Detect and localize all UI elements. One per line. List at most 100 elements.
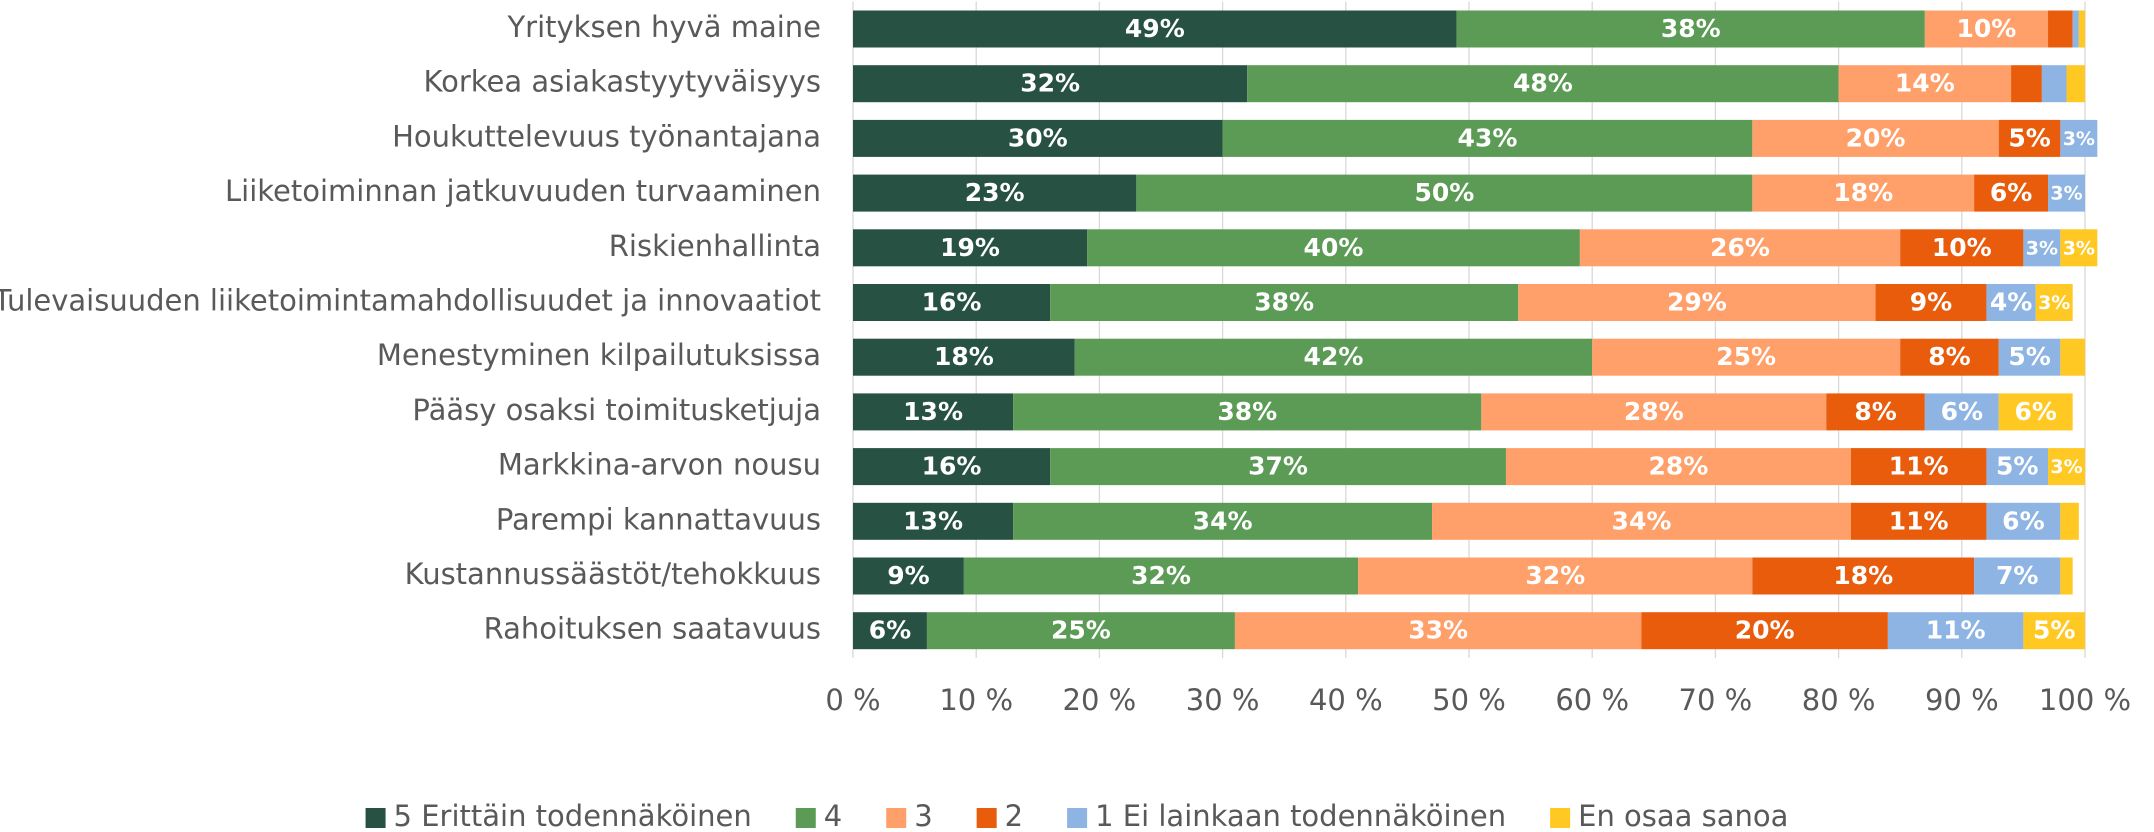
x-tick-label: 70 % [1679, 683, 1753, 717]
data-label: 6% [1990, 178, 2032, 207]
data-label: 25% [1716, 342, 1776, 371]
bar-segment [1432, 502, 1851, 540]
data-label: 6% [869, 616, 911, 645]
bar-segment [1998, 119, 2061, 157]
data-label: 3% [2050, 456, 2082, 478]
data-label: 43% [1458, 123, 1518, 152]
bar-segment [1013, 393, 1482, 431]
legend-label: 4 [824, 799, 842, 832]
data-label: 18% [1833, 561, 1893, 590]
data-label: 16% [922, 452, 982, 481]
data-label: 48% [1513, 69, 1573, 98]
data-label: 40% [1304, 233, 1364, 262]
bar-segment [2023, 612, 2085, 650]
data-label: 32% [1131, 561, 1191, 590]
bar-segment [2048, 174, 2085, 212]
bar-segment [1247, 65, 1839, 103]
bar-segment [1986, 284, 2036, 321]
bar-segment [1974, 174, 2049, 212]
x-tick-label: 30 % [1186, 683, 1260, 717]
x-tick-label: 100 % [2039, 683, 2131, 717]
data-label: 5% [2033, 616, 2075, 645]
bar-segment [1050, 448, 1506, 486]
legend-label: En osaa sanoa [1578, 799, 1788, 832]
data-label: 16% [922, 288, 982, 317]
bar-segment [2048, 448, 2085, 486]
data-label: 38% [1661, 14, 1721, 43]
data-label: 26% [1710, 233, 1770, 262]
data-label: 8% [1928, 342, 1970, 371]
bar-segment [1826, 393, 1925, 431]
data-label: 11% [1889, 452, 1949, 481]
data-label: 3% [2038, 292, 2070, 314]
data-label: 3% [2050, 183, 2082, 205]
bar-segment [1986, 448, 2049, 486]
data-label: 37% [1248, 452, 1308, 481]
category-label: Markkina-arvon nousu [498, 448, 821, 482]
bar-segment [1592, 338, 1901, 376]
category-label: Yrityksen hyvä maine [506, 10, 821, 44]
data-label: 6% [1941, 397, 1983, 426]
data-label: 23% [965, 178, 1025, 207]
legend-swatch [886, 808, 907, 828]
data-label: 33% [1408, 616, 1468, 645]
bar-segment [2078, 10, 2085, 48]
data-label: 38% [1254, 288, 1314, 317]
bar-segment [1481, 393, 1827, 431]
data-label: 6% [2014, 397, 2056, 426]
data-label: 10% [1957, 14, 2017, 43]
data-label: 30% [1008, 123, 1068, 152]
x-tick-label: 50 % [1432, 683, 1506, 717]
category-label: Pääsy osaksi toimitusketjuja [412, 393, 821, 427]
legend-swatch [1550, 808, 1571, 828]
category-label: Liiketoiminnan jatkuvuuden turvaaminen [225, 174, 821, 208]
bar-segment [2066, 65, 2085, 103]
bar-segment [2035, 284, 2073, 321]
x-tick-label: 0 % [825, 683, 880, 717]
bar-segment [853, 338, 1075, 376]
x-tick-label: 90 % [1925, 683, 1999, 717]
data-label: 19% [940, 233, 1000, 262]
category-label: Houkuttelevuus työnantajana [392, 119, 821, 153]
bar-segment [1579, 229, 1901, 267]
bar-segment [1752, 174, 1975, 212]
data-label: 20% [1735, 616, 1795, 645]
data-label: 18% [934, 342, 994, 371]
bar-segment [853, 174, 1137, 212]
bar-segment [2060, 338, 2085, 376]
category-label: Tulevaisuuden liiketoimintamahdollisuude… [0, 284, 821, 318]
data-label: 11% [1889, 506, 1949, 535]
bar-segment [1838, 65, 2012, 103]
x-tick-label: 60 % [1555, 683, 1629, 717]
bar-segment [1900, 338, 1999, 376]
bar-segment [853, 448, 1051, 486]
bar-segment [1050, 284, 1519, 321]
data-label: 4% [1990, 288, 2032, 317]
bar-segment [853, 119, 1223, 157]
bar-segment [2060, 119, 2098, 157]
category-label: Kustannussäästöt/tehokkuus [405, 557, 821, 591]
bar-segment [1358, 557, 1753, 595]
bar-segment [1998, 393, 2073, 431]
bar-segment [1974, 557, 2061, 595]
legend-swatch [1067, 808, 1088, 828]
legend-swatch [365, 808, 386, 828]
bar-segment [1752, 557, 1975, 595]
bar-segment [1875, 284, 1987, 321]
data-label: 28% [1649, 452, 1709, 481]
data-label: 29% [1667, 288, 1727, 317]
category-label: Korkea asiakastyytyväisyys [424, 65, 821, 99]
legend-label: 3 [914, 799, 932, 832]
data-label: 13% [903, 397, 963, 426]
legend-label: 5 Erittäin todennäköinen [394, 799, 752, 832]
category-label: Riskienhallinta [609, 229, 821, 263]
data-label: 50% [1414, 178, 1474, 207]
bar-segment [1752, 119, 1999, 157]
data-label: 25% [1051, 616, 1111, 645]
data-label: 10% [1932, 233, 1992, 262]
bar-segment [2023, 229, 2061, 267]
bar-segment [1850, 502, 1987, 540]
bar-segment [2072, 10, 2079, 48]
data-label: 34% [1612, 506, 1672, 535]
bar-segment [1986, 502, 2061, 540]
